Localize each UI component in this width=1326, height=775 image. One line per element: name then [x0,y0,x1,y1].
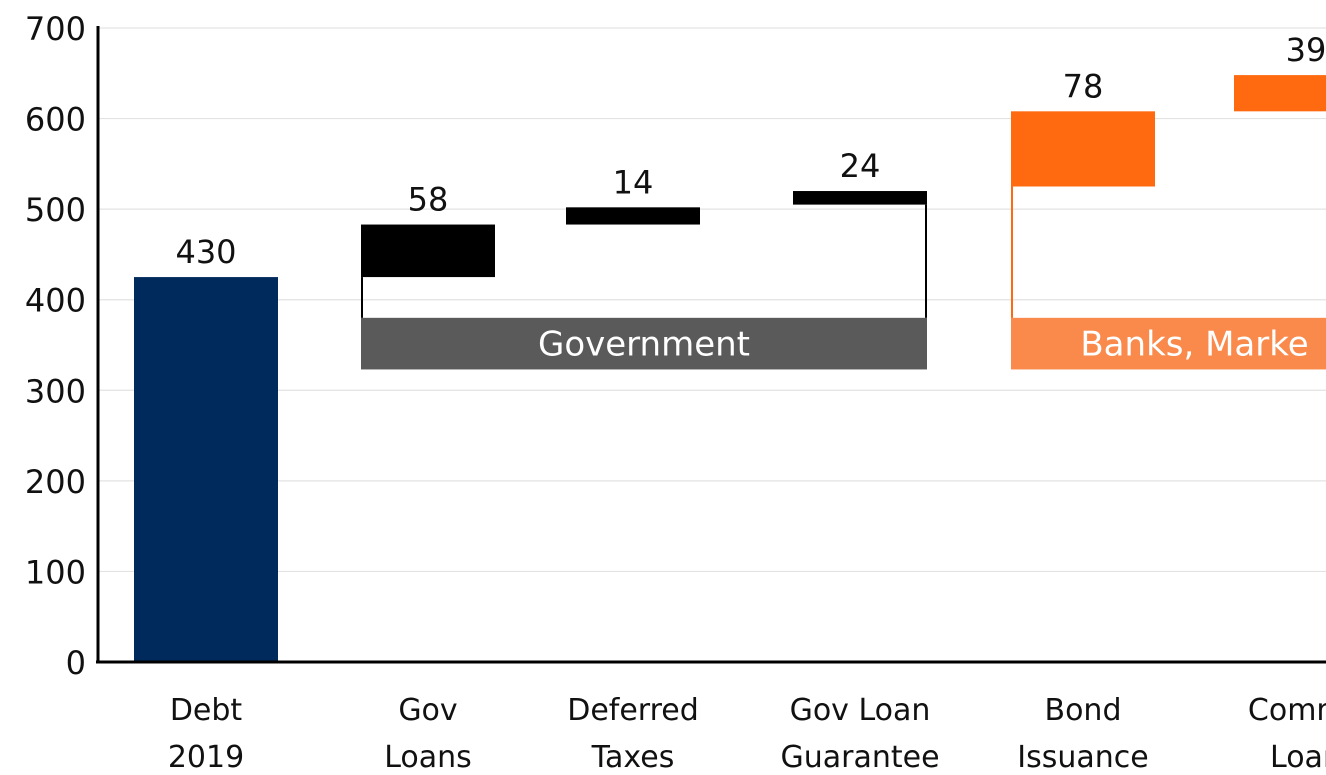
x-tick-label-2-1: Taxes [591,740,675,771]
y-tick-label-300: 300 [25,372,86,410]
data-labels: 430 58 14 24 78 39 [175,31,1326,271]
bar-0 [134,277,278,662]
bar-2 [566,207,700,225]
group-band-label-0: Government [538,325,750,365]
group-band-label-1: Banks, Marke [1080,325,1308,365]
x-tick-label-5-1: Loan [1270,740,1326,771]
x-tick-label-0-1: 2019 [168,740,244,771]
data-label-3: 24 [840,147,881,185]
bar-3 [793,191,927,205]
x-tick-label-3-0: Gov Loan [790,693,931,728]
y-tick-label-500: 500 [25,191,86,229]
axes [96,26,1326,664]
y-tick-label-0: 0 [66,644,86,682]
data-label-5: 39 [1286,31,1326,69]
bar-4 [1011,111,1155,187]
group-band-0 [361,317,927,370]
x-tick-label-4-0: Bond [1045,693,1122,728]
tick-labels: 0 100 200 300 400 500 600 700 Debt 2019 Gov Loans De… [25,10,1326,775]
group-band-1 [1011,317,1326,370]
data-label-1: 58 [408,181,449,219]
group-bands: Government Banks, Marke [361,317,1326,370]
x-tick-label-2-0: Deferred [567,693,699,728]
x-tick-label-1-0: Gov [398,693,457,728]
x-tick-label-3-1: Guarantee [780,740,939,771]
x-tick-label-5-0: Comme [1248,693,1326,728]
x-tick-label-4-1: Issuance [1017,740,1148,771]
data-label-4: 78 [1063,67,1104,105]
bar-1 [361,224,495,278]
gridlines [98,27,1326,573]
y-tick-label-700: 700 [25,10,86,48]
x-tick-label-1-1: Loans [384,740,472,771]
data-label-2: 14 [613,163,654,201]
group-connectors [361,186,1013,318]
data-label-0: 430 [175,233,236,271]
y-tick-label-200: 200 [25,463,86,501]
bar-5 [1234,75,1326,112]
x-tick-label-0-0: Debt [170,693,243,728]
y-tick-label-100: 100 [25,553,86,591]
y-tick-label-400: 400 [25,282,86,320]
bars [134,75,1326,662]
y-tick-label-600: 600 [25,101,86,139]
